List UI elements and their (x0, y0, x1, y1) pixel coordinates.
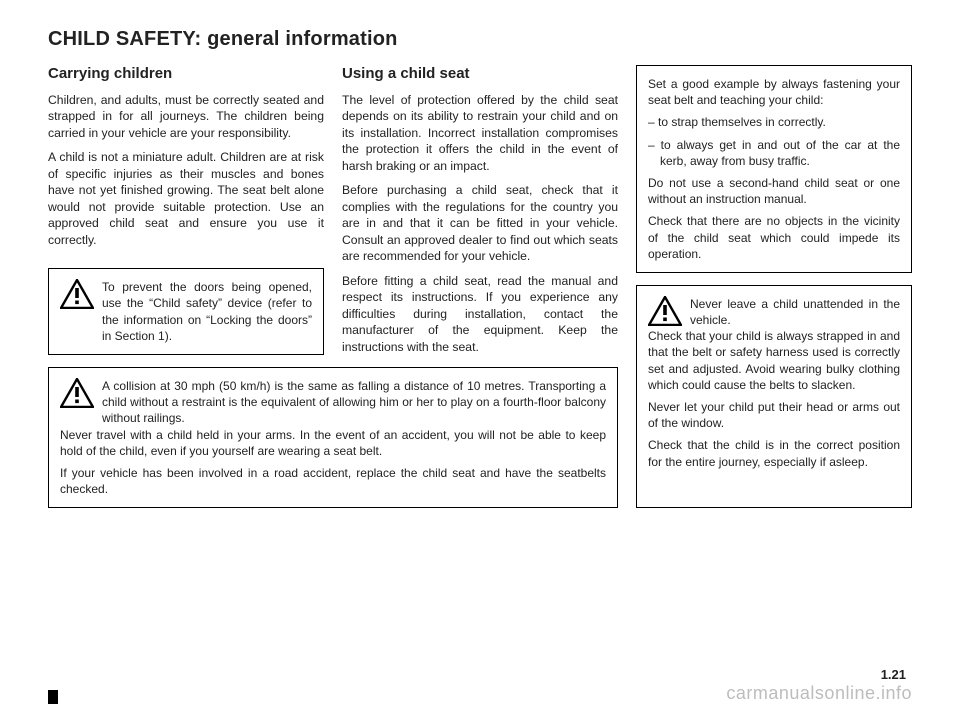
content-grid: Carrying children Children, and adults, … (48, 65, 912, 508)
para: Do not use a second-hand child seat or o… (648, 175, 900, 207)
section-carrying: Carrying children Children, and adults, … (48, 65, 324, 248)
list-item: – to always get in and out of the car at… (648, 137, 900, 169)
list-item: – to strap themselves in correctly. (648, 114, 900, 130)
manual-page: CHILD SAFETY: general information Carryi… (0, 0, 960, 710)
callout-box-example: Set a good example by always fastening y… (636, 65, 912, 273)
para: Never leave a child unattended in the ve… (690, 297, 900, 327)
warning-icon (60, 378, 94, 427)
callout-text: To prevent the doors being opened, use t… (102, 279, 312, 344)
para: Before fitting a child seat, read the ma… (342, 273, 618, 355)
page-number: 1.21 (881, 667, 906, 682)
column-mid: Using a child seat The level of protecti… (342, 65, 618, 355)
para: Never travel with a child held in your a… (60, 427, 606, 459)
para: Check that there are no objects in the v… (648, 213, 900, 262)
para: Children, and adults, must be correctly … (48, 92, 324, 141)
column-right: Set a good example by always fastening y… (636, 65, 912, 508)
para: Never let your child put their head or a… (648, 399, 900, 431)
para: A child is not a miniature adult. Childr… (48, 149, 324, 248)
para: Set a good example by always fastening y… (648, 76, 900, 108)
para: A collision at 30 mph (50 km/h) is the s… (102, 379, 606, 425)
warning-icon (60, 279, 94, 344)
heading-childseat: Using a child seat (342, 65, 618, 82)
crop-mark-icon (48, 690, 58, 704)
watermark-text: carmanualsonline.info (726, 683, 912, 704)
section-childseat: Using a child seat The level of protecti… (342, 65, 618, 355)
para: Check that your child is always strapped… (648, 328, 900, 393)
callout-box-collision: A collision at 30 mph (50 km/h) is the s… (48, 367, 618, 508)
callout-box-neverleave: Never leave a child unattended in the ve… (636, 285, 912, 508)
para: The level of protection offered by the c… (342, 92, 618, 174)
heading-carrying: Carrying children (48, 65, 324, 82)
callout-box-doors: To prevent the doors being opened, use t… (48, 268, 324, 355)
callout-box-collision-wrap: A collision at 30 mph (50 km/h) is the s… (48, 367, 618, 508)
page-title: CHILD SAFETY: general information (48, 28, 912, 51)
warning-icon (648, 296, 682, 328)
para: Check that the child is in the correct p… (648, 437, 900, 469)
para: If your vehicle has been involved in a r… (60, 465, 606, 497)
para: Before purchasing a child seat, check th… (342, 182, 618, 264)
column-left: Carrying children Children, and adults, … (48, 65, 324, 355)
